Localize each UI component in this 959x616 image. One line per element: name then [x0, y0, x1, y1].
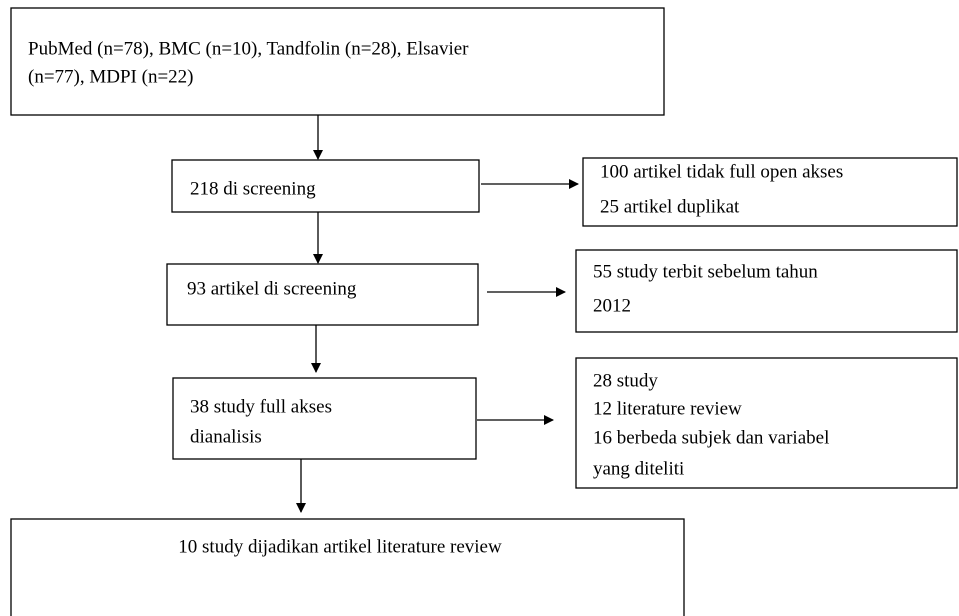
- node-text: 93 artikel di screening: [187, 278, 357, 299]
- box: [10, 518, 685, 616]
- clipped-group: 28 study 12 literature review 16 berbeda…: [593, 370, 829, 479]
- node-text: PubMed (n=78), BMC (n=10), Tandfolin (n=…: [28, 38, 469, 59]
- node-text: 16 berbeda subjek dan variabel: [593, 427, 829, 448]
- node-text: 12 literature review: [593, 398, 742, 419]
- node-text: 10 study dijadikan artikel literature re…: [178, 536, 502, 557]
- node-text: 100 artikel tidak full open akses: [600, 161, 843, 182]
- node-text: 28 study: [593, 370, 658, 391]
- box: [172, 377, 477, 460]
- box: [575, 357, 958, 489]
- node-text: 38 study full akses: [190, 396, 332, 417]
- node-text: 218 di screening: [190, 178, 316, 199]
- box: [582, 157, 958, 227]
- node-text: 55 study terbit sebelum tahun: [593, 261, 818, 282]
- node-text: yang diteliti: [593, 458, 684, 479]
- box: [166, 263, 479, 326]
- node-text: 25 artikel duplikat: [600, 196, 740, 217]
- box: [10, 7, 665, 116]
- node-text: dianalisis: [190, 426, 262, 447]
- node-text: (n=77), MDPI (n=22): [28, 66, 194, 87]
- node-text: 2012: [593, 295, 631, 316]
- box: [171, 159, 480, 213]
- box: [575, 249, 958, 333]
